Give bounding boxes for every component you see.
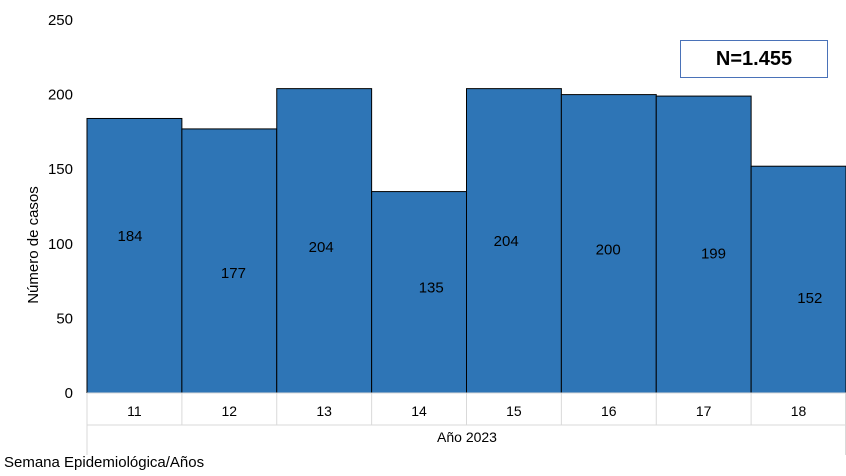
- bar-value-label: 200: [596, 242, 621, 259]
- bar-week-14: [371, 191, 467, 394]
- x-tick-label: 16: [601, 403, 617, 419]
- x-axis-table: 11 12 13 14 15 16 17 18: [86, 392, 846, 455]
- bar-value-label: 177: [221, 265, 246, 282]
- x-tick-label: 14: [411, 403, 427, 419]
- bar-value-label: 152: [797, 290, 822, 307]
- bar-week-12: [181, 128, 278, 394]
- bar-week-15: [466, 88, 562, 394]
- bars: [86, 88, 846, 394]
- bar-week-11: [86, 117, 183, 394]
- x-axis-title: Semana Epidemiológica/Años: [4, 454, 205, 471]
- x-tick-label: 13: [316, 403, 332, 419]
- x-tick-label: 17: [696, 403, 712, 419]
- bar-value-label: 135: [419, 279, 444, 296]
- bar-data-labels: 184 177 204 135 204 200 199 152: [117, 228, 822, 307]
- x-tick-label: 18: [791, 403, 807, 419]
- total-cases-box: N=1.455: [680, 40, 828, 78]
- y-tick-label: 200: [48, 87, 73, 104]
- bar-week-16: [560, 94, 657, 394]
- x-tick-label: 11: [127, 403, 142, 419]
- y-tick-label: 0: [65, 385, 73, 402]
- bar-week-13: [276, 88, 373, 394]
- bar-value-label: 199: [701, 245, 726, 262]
- y-tick-label: 100: [48, 236, 73, 253]
- x-axis-group-label: Año 2023: [437, 429, 497, 445]
- x-tick-label: 15: [506, 403, 522, 419]
- y-axis-label: Número de casos: [25, 186, 42, 304]
- total-cases-label: N=1.455: [715, 47, 793, 70]
- y-tick-label: 150: [48, 161, 73, 178]
- y-tick-label: 250: [48, 12, 73, 29]
- bar-value-label: 204: [309, 239, 334, 256]
- bar-value-label: 204: [494, 233, 519, 250]
- x-tick-label: 12: [222, 403, 238, 419]
- bar-week-18: [750, 165, 846, 394]
- y-tick-label: 50: [56, 310, 73, 327]
- y-axis-ticks: 0 50 100 150 200 250: [48, 12, 73, 402]
- bar-value-label: 184: [117, 228, 142, 245]
